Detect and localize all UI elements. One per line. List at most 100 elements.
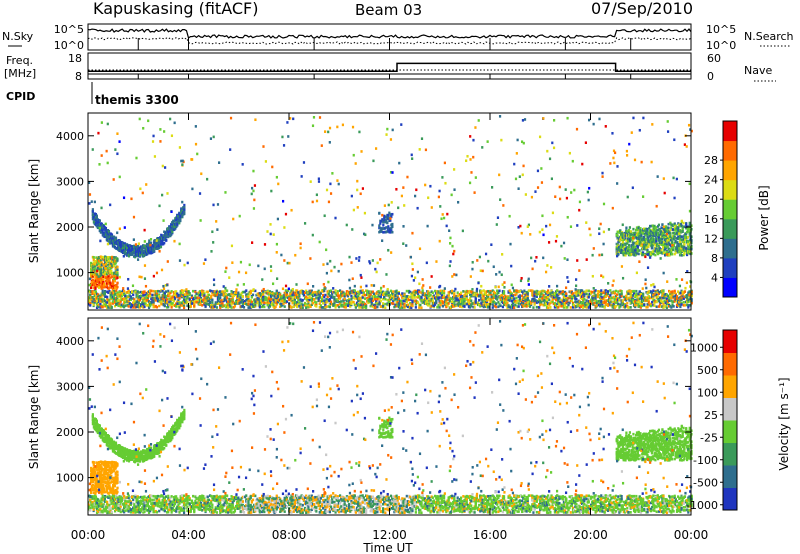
power-cell <box>527 289 531 292</box>
power-cell <box>534 290 537 294</box>
power-cell <box>485 301 489 305</box>
power-cell <box>265 296 268 300</box>
power-cell <box>351 296 354 300</box>
power-cell <box>507 290 510 293</box>
power-cell <box>228 293 231 296</box>
power-cell <box>369 297 372 301</box>
power-cell <box>322 306 325 309</box>
power-cell <box>279 298 282 302</box>
power-cell <box>646 305 649 309</box>
power-cell <box>246 303 249 307</box>
power-cell <box>394 297 397 301</box>
power-cell <box>604 301 607 305</box>
power-cell <box>400 304 403 308</box>
power-cell <box>456 298 459 301</box>
power-cell <box>635 301 638 305</box>
power-cell <box>184 293 187 296</box>
power-cell <box>652 295 655 299</box>
power-cell <box>173 297 177 301</box>
power-cell <box>248 290 251 294</box>
power-cell <box>459 295 463 299</box>
power-cell <box>628 289 631 293</box>
power-cell <box>320 306 324 309</box>
power-cell <box>242 300 246 304</box>
power-cell <box>657 249 661 253</box>
power-cell <box>566 296 569 300</box>
power-cell <box>435 298 438 301</box>
power-cell <box>300 302 303 306</box>
power-cell <box>258 305 261 309</box>
power-cell <box>212 290 215 293</box>
power-cell <box>240 305 243 308</box>
power-cell <box>505 296 508 299</box>
power-cell <box>256 299 259 302</box>
power-cell <box>136 305 139 309</box>
power-cell <box>156 299 160 303</box>
power-cell <box>268 299 272 303</box>
power-cell <box>152 301 155 305</box>
power-cell <box>457 301 460 305</box>
power-cell <box>507 298 510 302</box>
power-cell <box>539 301 542 304</box>
power-cell <box>406 303 410 307</box>
power-cell <box>684 300 688 304</box>
power-cell <box>519 302 523 306</box>
power-cell <box>380 291 384 294</box>
power-cell <box>391 301 394 305</box>
power-cell <box>639 227 642 230</box>
power-cell <box>320 296 324 299</box>
power-cell <box>683 290 687 293</box>
power-cell <box>407 289 411 293</box>
power-cell <box>465 302 468 306</box>
power-cell <box>446 302 449 306</box>
power-cell <box>587 289 590 293</box>
power-cell <box>135 247 139 250</box>
power-cell <box>665 293 668 297</box>
power-cell <box>508 299 511 302</box>
power-cell <box>661 292 664 295</box>
power-cell <box>643 298 646 302</box>
power-cell <box>163 241 166 245</box>
power-cell <box>98 297 101 301</box>
power-cell <box>507 296 510 300</box>
power-cell <box>111 237 115 240</box>
power-cell <box>317 297 320 300</box>
power-cell <box>649 230 653 233</box>
power-cell <box>212 304 215 307</box>
power-cell <box>404 303 407 307</box>
power-cell <box>253 305 256 309</box>
power-cell <box>125 291 128 294</box>
power-cell <box>182 304 186 308</box>
power-cell <box>216 302 220 305</box>
power-cell <box>119 300 122 303</box>
power-cell <box>222 304 225 308</box>
power-cell <box>194 296 197 300</box>
power-cell <box>170 306 173 309</box>
power-cell <box>413 293 416 297</box>
power-cell <box>283 291 286 295</box>
power-cell <box>262 295 265 299</box>
power-cell <box>665 300 668 304</box>
power-cell <box>110 293 113 296</box>
power-cell <box>666 228 669 232</box>
power-cell <box>593 298 596 301</box>
power-cell <box>266 303 269 307</box>
power-cell <box>610 303 613 307</box>
power-cell <box>195 296 198 300</box>
power-cell <box>397 297 400 301</box>
power-cell <box>543 298 546 302</box>
power-cell <box>97 299 100 303</box>
power-cell <box>473 301 476 305</box>
noise-panel: N.Sky 10^5 10^0 10^5 10^0 N.Search <box>2 23 794 52</box>
power-cell <box>566 300 569 304</box>
power-cell <box>112 294 116 297</box>
power-cell <box>455 296 458 299</box>
power-cell <box>106 255 109 259</box>
power-cell <box>420 299 423 302</box>
power-cell <box>245 302 248 306</box>
power-cell <box>292 292 295 296</box>
power-cell <box>623 306 627 309</box>
power-cell <box>172 290 175 294</box>
power-cell <box>569 290 572 294</box>
power-cell <box>294 301 298 304</box>
